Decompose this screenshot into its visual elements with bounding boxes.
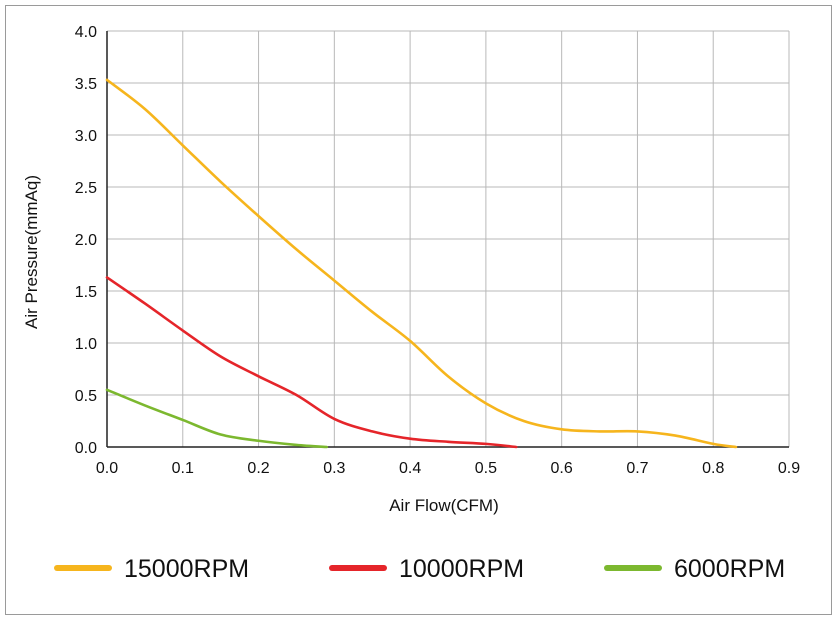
series-line-1 <box>105 276 518 449</box>
x-tick-label: 0.1 <box>172 460 194 477</box>
x-tick-label: 0.4 <box>399 460 421 477</box>
x-tick-label: 0.3 <box>323 460 345 477</box>
y-tick-label: 0.0 <box>75 440 97 457</box>
series-lines <box>105 78 738 449</box>
x-tick-label: 0.0 <box>96 460 118 477</box>
grid <box>106 30 790 448</box>
y-tick-label: 3.0 <box>75 128 97 145</box>
legend-item: 10000RPM <box>329 555 524 583</box>
x-axis-label: Air Flow(CFM) <box>389 496 499 515</box>
y-tick-label: 1.5 <box>75 284 97 301</box>
y-tick-label: 0.5 <box>75 388 97 405</box>
legend-item: 15000RPM <box>54 555 249 583</box>
y-axis-label: Air Pressure(mmAq) <box>22 175 41 329</box>
legend-label: 15000RPM <box>124 555 249 583</box>
x-tick-label: 0.6 <box>551 460 573 477</box>
legend-item: 6000RPM <box>604 555 785 583</box>
x-tick-label: 0.7 <box>626 460 648 477</box>
legend: 15000RPM 10000RPM 6000RPM <box>54 555 785 583</box>
y-tick-label: 3.5 <box>75 76 97 93</box>
series-line-0 <box>105 78 738 449</box>
x-tick-labels: 0.0 0.1 0.2 0.3 0.4 0.5 0.6 0.7 0.8 0.9 <box>96 460 800 477</box>
y-tick-label: 1.0 <box>75 336 97 353</box>
y-tick-label: 2.0 <box>75 232 97 249</box>
series-line-2 <box>105 388 329 449</box>
y-tick-label: 2.5 <box>75 180 97 197</box>
x-tick-label: 0.2 <box>247 460 269 477</box>
x-tick-label: 0.5 <box>475 460 497 477</box>
y-tick-labels: 0.0 0.5 1.0 1.5 2.0 2.5 3.0 3.5 4.0 <box>75 24 97 457</box>
y-tick-label: 4.0 <box>75 24 97 41</box>
axes <box>106 31 789 448</box>
x-tick-label: 0.9 <box>778 460 800 477</box>
x-tick-label: 0.8 <box>702 460 724 477</box>
legend-label: 6000RPM <box>674 555 785 583</box>
legend-label: 10000RPM <box>399 555 524 583</box>
